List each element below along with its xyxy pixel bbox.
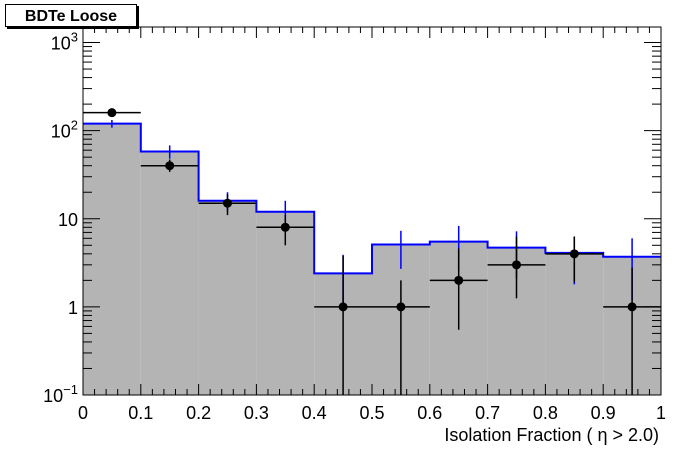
data-point bbox=[512, 260, 521, 270]
y-tick-label: 103 bbox=[51, 30, 78, 54]
data-point bbox=[223, 198, 232, 208]
x-tick-label: 0.5 bbox=[359, 403, 384, 423]
histogram-outline bbox=[83, 122, 661, 275]
x-tick-label: 0.2 bbox=[186, 403, 211, 423]
y-tick-label: 1 bbox=[68, 298, 78, 318]
histogram-bar bbox=[140, 151, 199, 395]
x-tick-label: 0.7 bbox=[475, 403, 500, 423]
x-tick-label: 0 bbox=[78, 403, 88, 423]
x-tick-label: 1 bbox=[656, 403, 666, 423]
data-point bbox=[396, 302, 406, 312]
x-axis-label: Isolation Fraction ( η > 2.0) bbox=[444, 425, 659, 445]
x-tick-label: 0.4 bbox=[302, 403, 327, 423]
y-tick-label: 10 bbox=[58, 210, 78, 230]
data-point bbox=[454, 275, 464, 285]
histogram-bar bbox=[83, 123, 141, 395]
x-tick-label: 0.8 bbox=[533, 403, 558, 423]
histogram-bar bbox=[198, 200, 257, 395]
chart-title: BDTe Loose bbox=[5, 4, 137, 27]
data-point bbox=[627, 302, 637, 312]
x-tick-label: 0.3 bbox=[244, 403, 269, 423]
y-tick-label: 102 bbox=[51, 118, 78, 142]
data-point bbox=[165, 161, 175, 171]
data-point bbox=[338, 302, 348, 312]
data-point bbox=[107, 108, 117, 118]
data-point bbox=[569, 249, 579, 259]
y-tick-label: 10−1 bbox=[43, 382, 78, 406]
x-tick-label: 0.9 bbox=[591, 403, 616, 423]
x-tick-label: 0.6 bbox=[417, 403, 442, 423]
x-tick-label: 0.1 bbox=[128, 403, 153, 423]
data-point bbox=[280, 222, 290, 232]
